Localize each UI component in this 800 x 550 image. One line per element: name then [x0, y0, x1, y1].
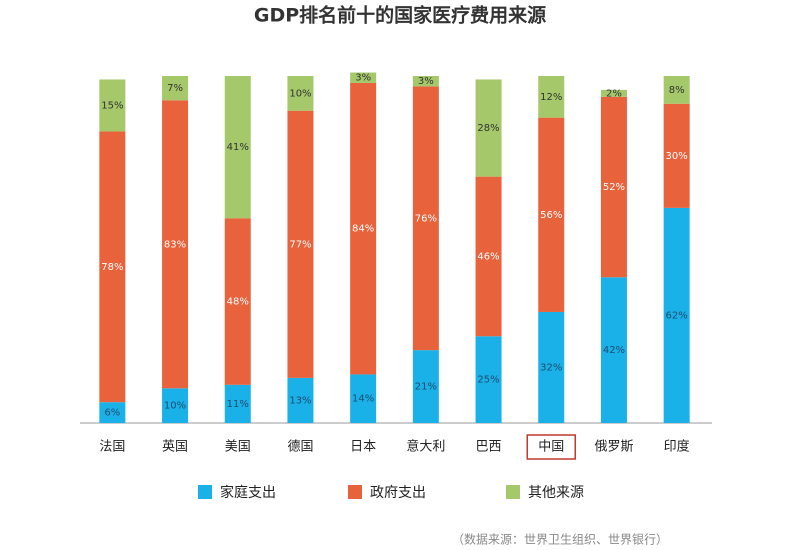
legend-label: 其他来源: [528, 485, 584, 501]
bar-segment: [99, 131, 126, 403]
data-label: 21%: [415, 382, 437, 393]
x-tick-label: 俄罗斯: [594, 440, 633, 455]
data-label: 10%: [164, 401, 186, 412]
legend-swatch: [506, 485, 520, 499]
bar-segment: [350, 374, 377, 423]
data-label: 14%: [352, 394, 374, 405]
bar-segment: [162, 388, 189, 423]
bar-segment: [287, 377, 314, 423]
data-label: 41%: [227, 142, 249, 153]
x-tick-label: 法国: [99, 440, 125, 455]
data-label: 56%: [540, 210, 562, 221]
x-tick-label: 印度: [664, 439, 690, 455]
data-label: 12%: [540, 92, 562, 103]
data-label: 2%: [606, 88, 622, 99]
legend-swatch: [348, 485, 362, 499]
bar-segment: [475, 79, 502, 177]
bar-segment: [162, 100, 189, 389]
data-label: 28%: [477, 123, 499, 134]
data-label: 77%: [289, 239, 311, 250]
bar-segment: [600, 89, 627, 97]
bar-segment: [350, 82, 377, 375]
x-tick-label: 意大利: [406, 439, 445, 455]
x-tick-label: 中国: [538, 440, 564, 455]
data-label: 62%: [666, 310, 688, 321]
bar-segment: [99, 402, 126, 423]
data-label: 3%: [418, 76, 434, 87]
legend-swatch: [198, 485, 212, 499]
data-label: 48%: [227, 297, 249, 308]
bar-segment: [162, 76, 189, 101]
legend-label: 政府支出: [370, 485, 426, 501]
bar-segment: [538, 311, 565, 423]
bar-segment: [600, 96, 627, 278]
bar-segment: [224, 218, 251, 385]
data-label: 32%: [540, 362, 562, 373]
x-tick-label: 美国: [225, 440, 251, 455]
bar-segment: [663, 103, 690, 208]
data-label: 7%: [167, 83, 183, 94]
data-label: 3%: [355, 73, 371, 84]
x-tick-label: 英国: [162, 440, 188, 455]
bar-segment: [412, 350, 439, 423]
bar-segment: [412, 76, 439, 87]
data-label: 52%: [603, 182, 625, 193]
data-label: 25%: [477, 375, 499, 386]
x-tick-label: 日本: [350, 440, 376, 455]
data-label: 78%: [101, 262, 123, 273]
bar-segment: [287, 110, 314, 378]
data-label: 8%: [669, 85, 685, 96]
bar-segment: [600, 277, 627, 423]
data-label: 15%: [101, 100, 123, 111]
bar-segment: [287, 76, 314, 111]
data-label: 6%: [104, 408, 120, 419]
legend-label: 家庭支出: [220, 484, 276, 501]
bar-segment: [99, 79, 126, 132]
data-label: 11%: [227, 399, 249, 410]
bar-segment: [224, 76, 251, 219]
bar-segment: [475, 176, 502, 337]
data-label: 83%: [164, 239, 186, 250]
data-label: 30%: [666, 151, 688, 162]
bar-segment: [538, 76, 565, 118]
x-tick-label: 巴西: [476, 440, 502, 455]
x-tick-label: 德国: [287, 440, 313, 455]
source-note: （数据来源：世界卫生组织、世界银行）: [452, 532, 668, 547]
data-label: 10%: [289, 88, 311, 99]
bar-segment: [538, 117, 565, 312]
bar-segment: [350, 72, 377, 83]
data-label: 46%: [477, 251, 499, 262]
bar-segment: [412, 86, 439, 351]
data-label: 84%: [352, 224, 374, 235]
data-label: 13%: [289, 395, 311, 406]
category-highlight: [526, 434, 576, 460]
bar-segment: [663, 207, 690, 423]
chart-title: GDP排名前十的国家医疗费用来源: [254, 4, 546, 27]
bar-segment: [224, 384, 251, 423]
data-label: 76%: [415, 213, 437, 224]
data-label: 42%: [603, 345, 625, 356]
bar-segment: [475, 336, 502, 423]
bar-segment: [663, 76, 690, 104]
